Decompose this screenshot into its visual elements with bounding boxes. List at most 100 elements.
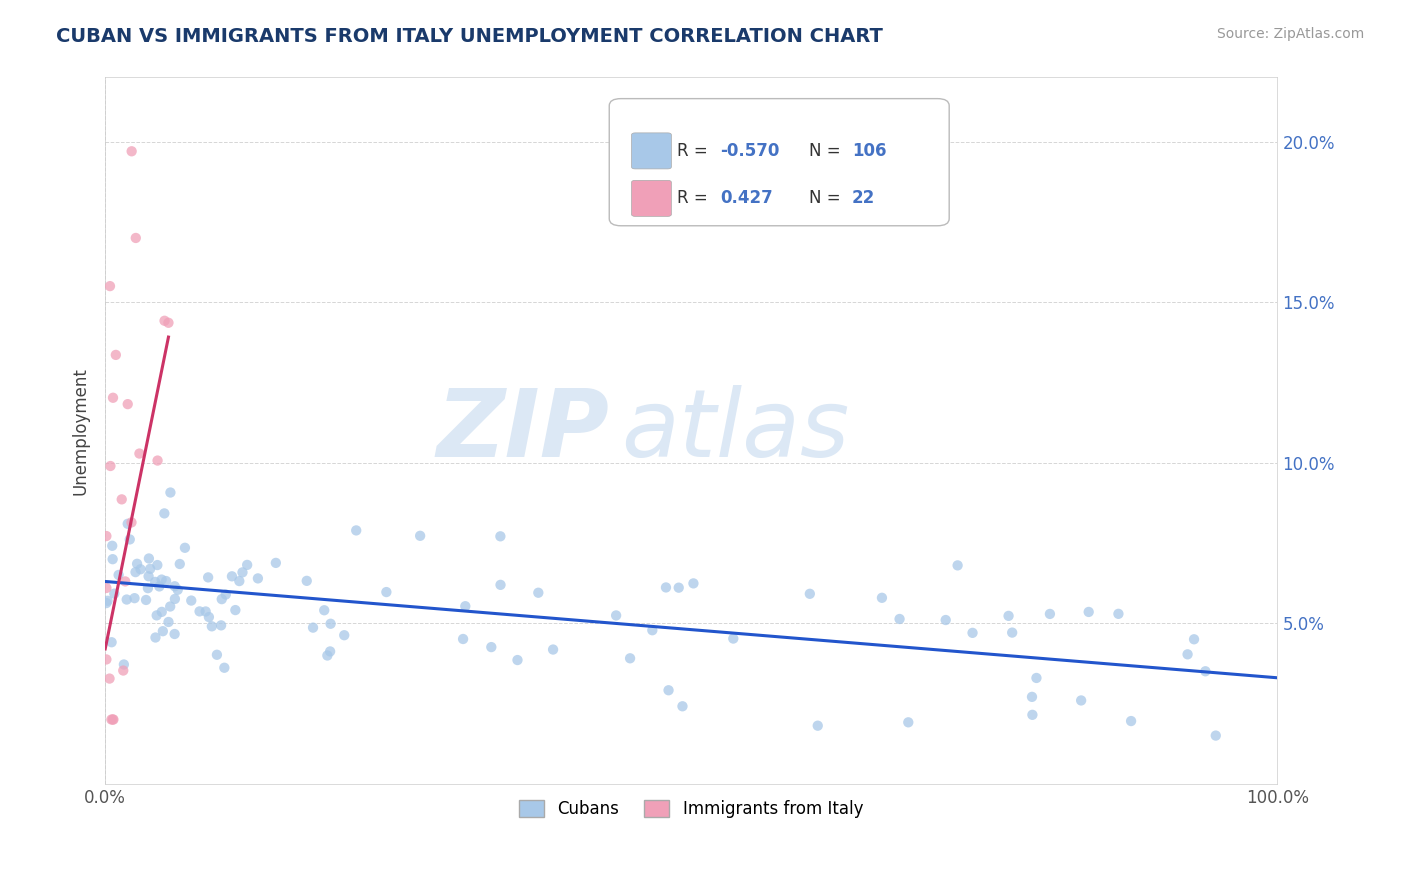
Point [657, 683, 679, 698]
Point [541, 642, 564, 657]
Point [180, 593, 202, 607]
Point [682, 576, 704, 591]
Point [409, 529, 432, 543]
Point [295, 574, 318, 588]
Point [115, 592, 138, 607]
Y-axis label: Unemployment: Unemployment [72, 367, 89, 494]
Point [101, 539, 124, 553]
Text: Source: ZipAtlas.com: Source: ZipAtlas.com [1216, 27, 1364, 41]
Text: R =: R = [678, 189, 718, 207]
Point [889, 612, 911, 626]
Point [211, 592, 233, 607]
Point [479, 640, 502, 654]
Point [946, 558, 969, 573]
Point [224, 603, 246, 617]
Point [121, 145, 143, 159]
Point [118, 533, 141, 547]
Point [344, 524, 367, 538]
Point [124, 565, 146, 579]
Point [1001, 625, 1024, 640]
Point [1070, 693, 1092, 707]
Point [454, 599, 477, 614]
Point [100, 713, 122, 727]
Point [1107, 607, 1129, 621]
Point [527, 585, 550, 599]
Point [159, 485, 181, 500]
Point [236, 558, 259, 572]
Text: -0.570: -0.570 [721, 142, 780, 160]
Point [205, 648, 228, 662]
Point [264, 556, 287, 570]
Text: ZIP: ZIP [436, 384, 609, 476]
Point [121, 516, 143, 530]
Point [112, 657, 135, 672]
Point [197, 570, 219, 584]
Point [723, 632, 745, 646]
FancyBboxPatch shape [631, 133, 672, 169]
Text: 106: 106 [852, 142, 886, 160]
Point [316, 648, 339, 663]
Point [605, 608, 627, 623]
Text: 0.427: 0.427 [721, 189, 773, 207]
Text: N =: N = [808, 189, 845, 207]
Point [114, 574, 136, 589]
Point [897, 715, 920, 730]
Point [1177, 648, 1199, 662]
Point [489, 529, 512, 543]
Legend: Cubans, Immigrants from Italy: Cubans, Immigrants from Italy [513, 793, 870, 825]
Point [107, 568, 129, 582]
Point [150, 605, 173, 619]
Point [146, 558, 169, 572]
Point [148, 579, 170, 593]
Point [163, 579, 186, 593]
Text: 22: 22 [852, 189, 875, 207]
Point [319, 644, 342, 658]
Point [163, 591, 186, 606]
Point [935, 613, 957, 627]
Point [111, 492, 134, 507]
Point [129, 562, 152, 576]
FancyBboxPatch shape [609, 99, 949, 226]
Point [1119, 714, 1142, 728]
Point [194, 605, 217, 619]
Point [145, 631, 167, 645]
Point [188, 604, 211, 618]
Point [302, 621, 325, 635]
Point [1194, 665, 1216, 679]
Point [155, 574, 177, 588]
Point [136, 581, 159, 595]
Text: N =: N = [808, 142, 845, 160]
Point [671, 699, 693, 714]
Point [489, 578, 512, 592]
Point [1025, 671, 1047, 685]
Point [962, 625, 984, 640]
Point [231, 566, 253, 580]
Point [117, 397, 139, 411]
Point [124, 591, 146, 606]
Point [807, 719, 830, 733]
Point [98, 279, 121, 293]
Text: R =: R = [678, 142, 713, 160]
Point [135, 593, 157, 607]
Point [100, 458, 122, 473]
Point [159, 599, 181, 614]
Point [96, 596, 118, 610]
Point [1077, 605, 1099, 619]
Point [103, 587, 125, 601]
Point [139, 562, 162, 576]
Point [214, 661, 236, 675]
Point [997, 608, 1019, 623]
Point [333, 628, 356, 642]
Point [150, 573, 173, 587]
Point [97, 594, 120, 608]
Point [101, 391, 124, 405]
Point [101, 552, 124, 566]
Point [145, 608, 167, 623]
Point [201, 619, 224, 633]
Point [166, 582, 188, 597]
Point [163, 627, 186, 641]
Point [157, 316, 180, 330]
Point [146, 453, 169, 467]
Point [619, 651, 641, 665]
Point [125, 557, 148, 571]
